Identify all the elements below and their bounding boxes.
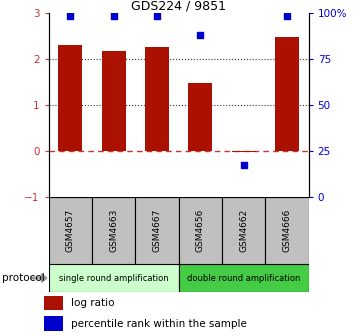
Text: log ratio: log ratio	[71, 298, 114, 308]
Bar	[58, 45, 82, 151]
Text: GSM4667: GSM4667	[153, 208, 161, 252]
Bar	[44, 316, 63, 331]
Text: double round amplification: double round amplification	[187, 274, 300, 283]
Bar	[222, 197, 265, 264]
Text: percentile rank within the sample: percentile rank within the sample	[71, 319, 247, 329]
Bar	[179, 197, 222, 264]
Point	[241, 163, 247, 168]
Point	[284, 13, 290, 19]
Bar	[44, 296, 63, 310]
Text: GSM4657: GSM4657	[66, 208, 75, 252]
Bar	[265, 197, 309, 264]
Text: GSM4662: GSM4662	[239, 209, 248, 252]
Point	[154, 13, 160, 19]
Text: protocol: protocol	[2, 273, 44, 283]
Bar	[179, 264, 309, 292]
Bar	[49, 197, 92, 264]
Text: GSM4656: GSM4656	[196, 208, 205, 252]
Text: single round amplification: single round amplification	[59, 274, 169, 283]
Point	[68, 13, 73, 19]
Point	[111, 13, 117, 19]
Bar	[232, 151, 256, 152]
Point	[197, 33, 203, 38]
Title: GDS224 / 9851: GDS224 / 9851	[131, 0, 226, 12]
Bar	[135, 197, 179, 264]
Text: GSM4666: GSM4666	[283, 208, 291, 252]
Bar	[145, 47, 169, 151]
Bar	[92, 197, 135, 264]
Bar	[102, 51, 126, 151]
Bar	[188, 83, 212, 151]
Bar	[49, 264, 179, 292]
Text: GSM4663: GSM4663	[109, 208, 118, 252]
Bar	[275, 37, 299, 151]
